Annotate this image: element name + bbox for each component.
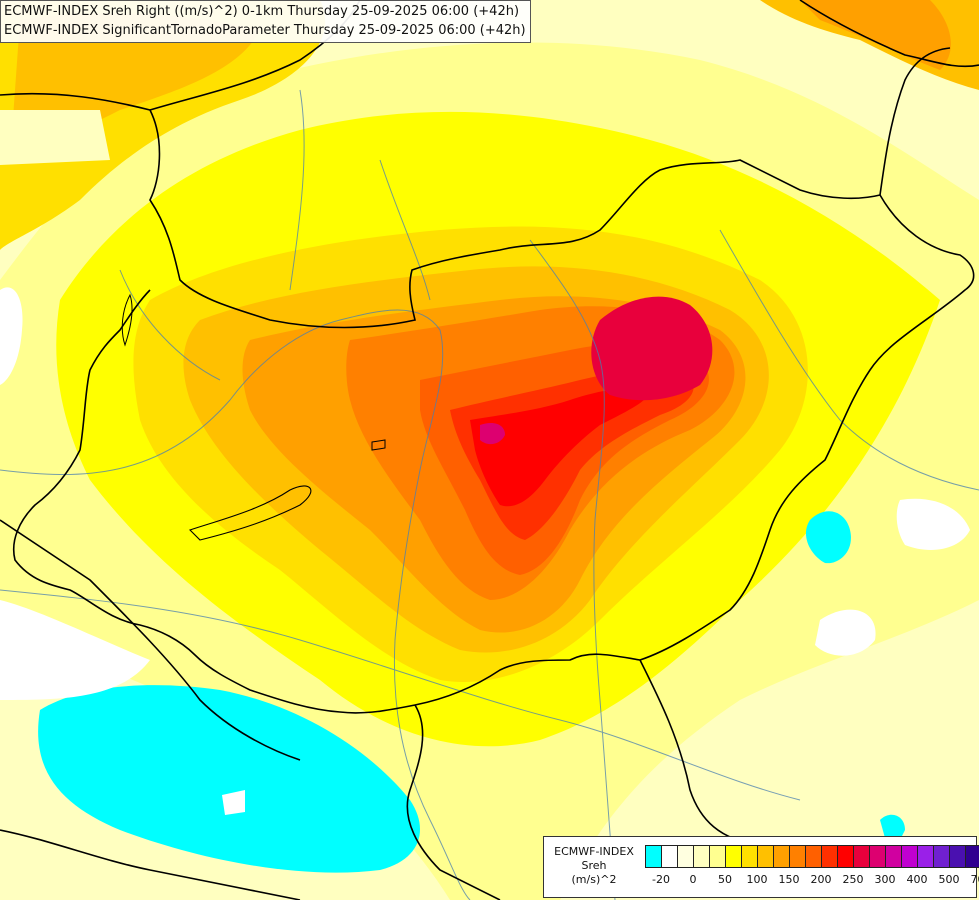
- legend-tick-label: 700: [970, 873, 979, 886]
- field-topright-darkorange: [800, 0, 951, 70]
- legend-swatch: [694, 846, 710, 867]
- border-hungary: [0, 92, 975, 714]
- legend-swatch: [726, 846, 742, 867]
- legend-swatch: [806, 846, 822, 867]
- legend-swatch: [758, 846, 774, 867]
- legend-swatch: [774, 846, 790, 867]
- field-white-east: [896, 498, 970, 550]
- legend-tick-label: 200: [810, 873, 832, 886]
- legend-title-unit: (m/s)^2: [571, 873, 617, 886]
- border-serbia-romania: [639, 659, 761, 846]
- river-tisza: [529, 239, 616, 900]
- legend-tick-label: 300: [874, 873, 896, 886]
- legend-color-bar: [645, 845, 979, 868]
- legend-swatch: [918, 846, 934, 867]
- legend-swatch: [838, 846, 854, 867]
- legend-tick-label: 400: [906, 873, 928, 886]
- legend-tick-label: 100: [746, 873, 768, 886]
- field-negative-cyan-south: [38, 685, 421, 873]
- map-title-line-2: ECMWF-INDEX SignificantTornadoParameter …: [4, 23, 526, 38]
- river-drava: [0, 589, 801, 801]
- border-northeast: [879, 47, 951, 196]
- map-title-line-1: ECMWF-INDEX Sreh Right ((m/s)^2) 0-1km T…: [4, 4, 520, 19]
- legend-swatch: [886, 846, 902, 867]
- river-north-1: [289, 89, 305, 291]
- border-croatia-serbia: [406, 704, 501, 900]
- legend-swatch: [870, 846, 886, 867]
- legend-tick-label: 500: [938, 873, 960, 886]
- border-ukraine: [799, 0, 979, 68]
- legend-swatch: [966, 846, 979, 867]
- lake-balaton: [188, 485, 312, 541]
- river-east: [719, 229, 979, 491]
- lake-neusiedl: [121, 293, 133, 347]
- legend-title-source: ECMWF-INDEX: [554, 845, 634, 858]
- legend-swatch: [822, 846, 838, 867]
- legend-swatch: [646, 846, 662, 867]
- color-legend: ECMWF-INDEX Sreh (m/s)^2 -20 0 50 100 150 200…: [543, 836, 979, 898]
- map-title-box: ECMWF-INDEX Sreh Right ((m/s)^2) 0-1km T…: [0, 0, 531, 43]
- legend-swatch: [790, 846, 806, 867]
- rivers: [0, 89, 979, 900]
- river-danube: [0, 309, 471, 900]
- field-white-southwest: [0, 600, 150, 700]
- legend-swatch: [950, 846, 966, 867]
- legend-swatch: [742, 846, 758, 867]
- legend-tick-label: 0: [689, 873, 697, 886]
- field-topleft-pale: [0, 110, 110, 165]
- field-white-patch: [222, 790, 245, 815]
- field-white-west: [0, 287, 23, 385]
- field-negative-cyan-east: [805, 511, 851, 564]
- legend-tick-label: 50: [718, 873, 732, 886]
- legend-tick-labels: -20 0 50 100 150 200 250 300 400 500 700: [645, 873, 979, 889]
- river-west: [119, 269, 221, 381]
- lake-small: [371, 439, 386, 451]
- legend-swatch: [934, 846, 950, 867]
- river-north-2: [379, 159, 431, 301]
- legend-title: ECMWF-INDEX Sreh (m/s)^2: [548, 845, 640, 887]
- legend-swatch: [678, 846, 694, 867]
- field-negative-cyan-se: [880, 814, 905, 840]
- field-small-magenta: [480, 423, 505, 445]
- border-bosnia: [0, 829, 301, 900]
- field-max-crimson: [591, 296, 713, 401]
- border-slovenia-croatia: [0, 519, 301, 761]
- legend-swatch: [854, 846, 870, 867]
- legend-tick-label: 150: [778, 873, 800, 886]
- legend-swatch: [662, 846, 678, 867]
- legend-swatch: [710, 846, 726, 867]
- legend-tick-label: -20: [652, 873, 670, 886]
- field-central-red: [470, 388, 650, 507]
- legend-swatch: [902, 846, 918, 867]
- field-white-southeast: [815, 609, 876, 656]
- legend-title-field: Sreh: [581, 859, 607, 872]
- legend-tick-label: 250: [842, 873, 864, 886]
